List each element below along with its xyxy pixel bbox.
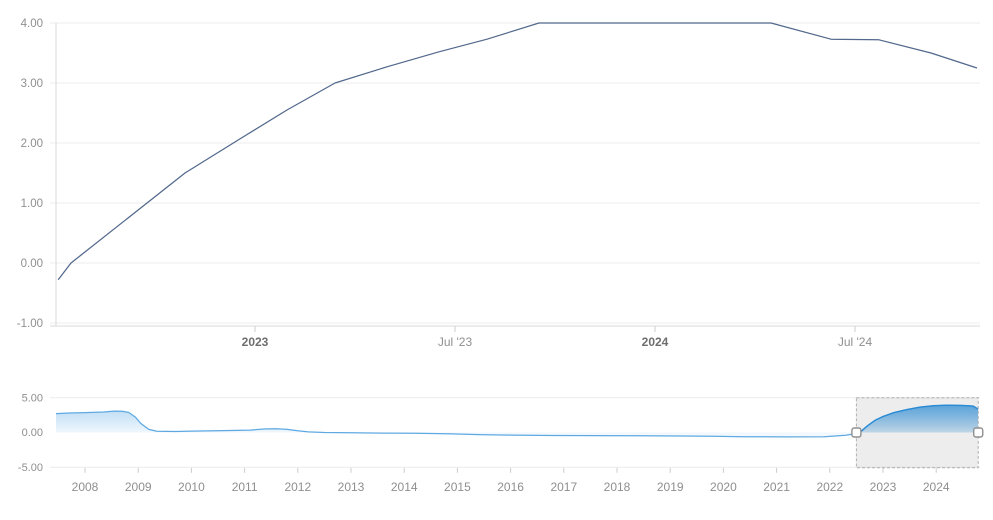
- navigator-year-label: 2022: [816, 480, 843, 494]
- navigator-year-label: 2008: [72, 480, 99, 494]
- navigator-year-label: 2013: [338, 480, 365, 494]
- main-series-line: [57, 22, 978, 281]
- navigator-y-axis-label: 5.00: [22, 392, 43, 404]
- main-y-axis-label: 2.00: [21, 138, 43, 150]
- navigator-year-label: 2016: [497, 480, 524, 494]
- navigator-selected-series: [856, 404, 979, 435]
- main-x-axis-label: Jul '24: [838, 335, 873, 349]
- main-y-axis-label: 4.00: [21, 18, 43, 30]
- main-y-axis-label: 0.00: [21, 258, 43, 270]
- navigator-year-label: 2023: [870, 480, 897, 494]
- main-x-axis-label: Jul '23: [438, 335, 473, 349]
- main-x-axis-label: 2023: [242, 335, 269, 349]
- navigator-year-label: 2024: [923, 480, 950, 494]
- navigator-year-label: 2015: [444, 480, 471, 494]
- main-y-axis-label: 1.00: [21, 198, 43, 210]
- navigator-selected-area: [856, 405, 979, 434]
- navigator-year-label: 2012: [284, 480, 311, 494]
- main-y-axis-label: 3.00: [21, 78, 43, 90]
- navigator-track[interactable]: [56, 398, 980, 468]
- navigator-year-label: 2009: [125, 480, 152, 494]
- navigator: 5.00 0.00 -5.00 2008 2009 2010 2011 2012 2013 201…: [18, 392, 984, 494]
- navigator-year-label: 2021: [763, 480, 790, 494]
- navigator-year-label: 2020: [710, 480, 737, 494]
- navigator-year-label: 2018: [604, 480, 631, 494]
- navigator-selected-line: [856, 404, 979, 435]
- navigator-year-label: 2014: [391, 480, 418, 494]
- navigator-year-label: 2017: [550, 480, 577, 494]
- navigator-y-axis-label: 0.00: [22, 427, 43, 439]
- navigator-right-handle[interactable]: [973, 427, 984, 438]
- main-y-axis-label: -1.00: [17, 318, 43, 330]
- navigator-y-axis-label: -5.00: [18, 462, 43, 474]
- navigator-year-label: 2019: [657, 480, 684, 494]
- navigator-year-label: 2010: [178, 480, 205, 494]
- main-chart: 4.00 3.00 2.00 1.00 0.00 -1.00 2023 Jul '23 2024…: [17, 18, 980, 349]
- navigator-left-handle[interactable]: [851, 427, 862, 438]
- main-x-axis-label: 2024: [642, 335, 669, 349]
- main-plot-area[interactable]: [56, 23, 980, 326]
- navigator-year-label: 2011: [232, 480, 258, 494]
